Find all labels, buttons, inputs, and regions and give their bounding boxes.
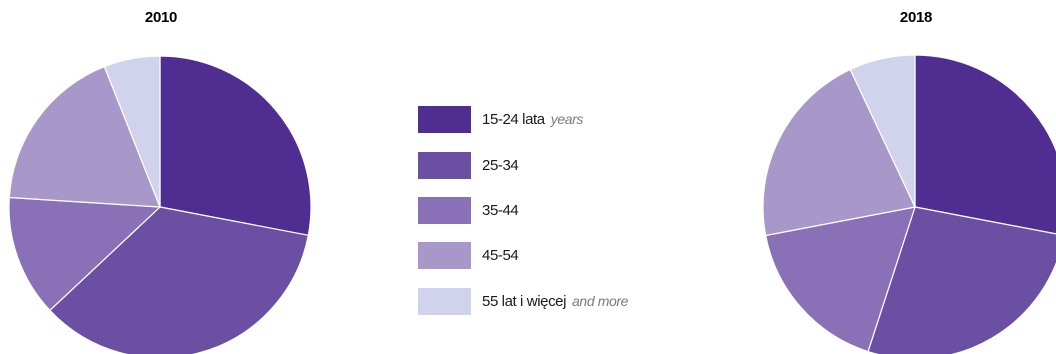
legend-label: 45-54 (482, 246, 519, 264)
legend-item-45-54: 45-54 (418, 241, 524, 269)
pie-slice-2018-0 (914, 54, 1056, 235)
legend-label-en: and more (572, 293, 628, 309)
pie-slice-2010-1 (49, 206, 309, 354)
legend-swatch (418, 241, 471, 269)
legend-item-55-plus: 55 lat i więcej and more (418, 287, 628, 315)
legend-item-35-44: 35-44 (418, 196, 524, 224)
pie-slice-2010-2 (8, 196, 161, 311)
pie-slice-2010-3 (8, 66, 161, 208)
legend-label: 25-34 (482, 156, 519, 174)
pie-slice-2018-4 (849, 54, 916, 208)
legend-label-en: years (550, 111, 584, 127)
legend-swatch (418, 105, 471, 133)
legend-item-25-34: 25-34 (418, 151, 524, 179)
pie-slice-2018-2 (765, 206, 916, 353)
legend-item-15-24: 15-24 lata years (418, 105, 583, 133)
legend-swatch (418, 287, 471, 315)
pie-title-2018: 2018 (899, 9, 933, 26)
pie-title-2010: 2010 (144, 9, 178, 26)
pie-slice-2010-4 (103, 55, 161, 208)
pie-slice-2010-0 (159, 55, 312, 236)
legend-label: 55 lat i więcej (482, 292, 567, 310)
legend-swatch (418, 196, 471, 224)
pie-slice-2018-3 (762, 68, 916, 237)
legend-label: 15-24 lata (482, 110, 545, 128)
legend-swatch (418, 151, 471, 179)
legend-label: 35-44 (482, 201, 519, 219)
